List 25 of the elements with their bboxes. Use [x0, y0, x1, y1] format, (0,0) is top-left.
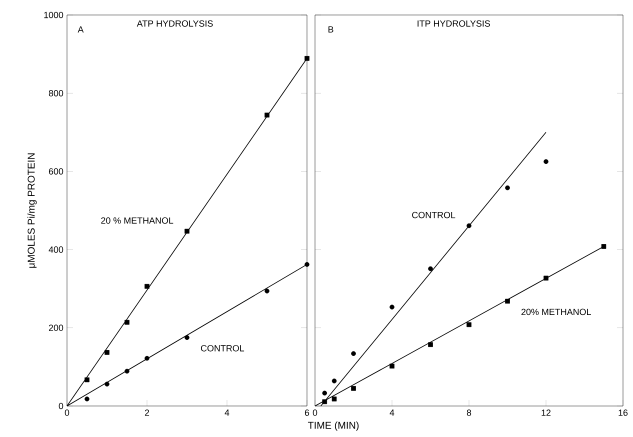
y-tick-label: 1000: [44, 12, 64, 18]
chart-title: ATP HYDROLYSIS: [136, 20, 213, 27]
x-tick-label: 12: [542, 410, 551, 416]
x-tick-label: 6: [304, 410, 310, 416]
series-label: CONTROL: [200, 345, 244, 352]
series-label: 20% METHANOL: [521, 308, 591, 316]
y-tick-label: 200: [48, 324, 64, 331]
y-tick-label: 800: [48, 90, 64, 96]
y-tick-label: 600: [48, 168, 64, 175]
x-tick-label: 0: [64, 410, 70, 416]
x-tick-label: 4: [390, 410, 394, 416]
x-tick-label: 2: [144, 410, 150, 416]
y-tick-label: 0: [58, 402, 64, 410]
series-label: 20 % METHANOL: [101, 217, 174, 224]
annotation: B: [328, 26, 334, 33]
y-tick-label: 400: [48, 246, 64, 253]
y-axis-title: μMOLES Pi/mg PROTEIN: [27, 153, 37, 268]
series-label: CONTROL: [412, 212, 456, 218]
x-tick-label: 0: [312, 410, 318, 416]
chart-title: ITP HYDROLYSIS: [418, 20, 490, 27]
x-tick-label: 4: [224, 410, 230, 416]
x-axis-title: TIME (MIN): [308, 422, 359, 431]
annotation: A: [78, 26, 84, 33]
x-tick-label: 8: [466, 410, 472, 416]
x-tick-label: 16: [618, 410, 628, 416]
